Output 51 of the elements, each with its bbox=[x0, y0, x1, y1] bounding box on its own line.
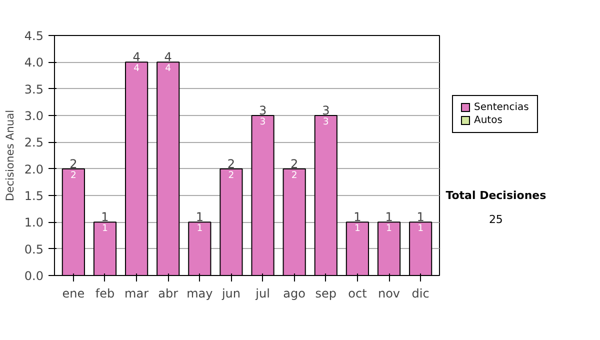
total-label: 2 bbox=[227, 156, 236, 171]
x-tick-label: sep bbox=[315, 286, 337, 300]
x-tick-label: abr bbox=[158, 286, 178, 300]
total-label: 3 bbox=[258, 104, 267, 118]
text: 25 bbox=[488, 212, 504, 228]
total-label: 2 bbox=[70, 156, 78, 171]
y-tick-label: 1.5 bbox=[24, 189, 44, 203]
y-tick-label: 2.5 bbox=[24, 136, 44, 150]
total-label: 2 bbox=[290, 156, 298, 171]
total-label: 1 bbox=[385, 210, 393, 224]
x-tick-label: jun bbox=[220, 286, 240, 300]
data-label: 4 bbox=[165, 63, 172, 74]
data-label: 4 bbox=[134, 63, 140, 74]
x-tick-label: oct bbox=[348, 286, 368, 300]
data-label: 2 bbox=[228, 170, 234, 181]
x-tick-label: dic bbox=[412, 286, 430, 300]
data-label: 3 bbox=[322, 116, 329, 128]
x-tick-label: feb bbox=[95, 286, 115, 300]
total-label: 1 bbox=[416, 210, 424, 224]
x-tick-label: jul bbox=[254, 286, 270, 300]
y-tick-label: 4.0 bbox=[24, 56, 44, 70]
total-label: 1 bbox=[196, 210, 204, 224]
x-tick-label: ago bbox=[283, 286, 306, 300]
total-label: 4 bbox=[164, 50, 172, 64]
x-tick-label: mar bbox=[124, 286, 149, 300]
y-tick-label: 0.0 bbox=[24, 269, 44, 283]
text: Total Decisiones bbox=[444, 188, 548, 204]
total-label: 1 bbox=[101, 210, 109, 224]
data-label: 2 bbox=[291, 170, 298, 181]
y-tick-label: 3.0 bbox=[24, 109, 44, 123]
total-label: 1 bbox=[354, 210, 362, 224]
legend-label: Autos bbox=[473, 114, 504, 127]
data-label: 1 bbox=[386, 223, 392, 234]
y-tick-label: 3.5 bbox=[24, 82, 44, 96]
x-tick-label: ene bbox=[62, 286, 85, 300]
data-label: 2 bbox=[70, 170, 76, 181]
x-tick-label: nov bbox=[378, 286, 400, 300]
total-label: 3 bbox=[322, 104, 330, 118]
y-tick-label: 0.5 bbox=[24, 242, 44, 256]
x-tick-label: may bbox=[186, 286, 213, 300]
total-label: 4 bbox=[132, 50, 140, 64]
y-tick-label: 1.0 bbox=[24, 216, 44, 230]
data-label: 1 bbox=[354, 223, 360, 234]
y-tick-label: 4.5 bbox=[24, 29, 44, 43]
data-label: 1 bbox=[102, 223, 108, 234]
y-tick-label: 2.0 bbox=[24, 162, 44, 176]
data-label: 1 bbox=[196, 223, 203, 234]
data-label: 3 bbox=[260, 116, 266, 128]
y-axis-title: Decisiones Anual bbox=[3, 110, 16, 202]
legend-label: Sentencias bbox=[473, 101, 529, 114]
data-label: 1 bbox=[418, 223, 424, 234]
